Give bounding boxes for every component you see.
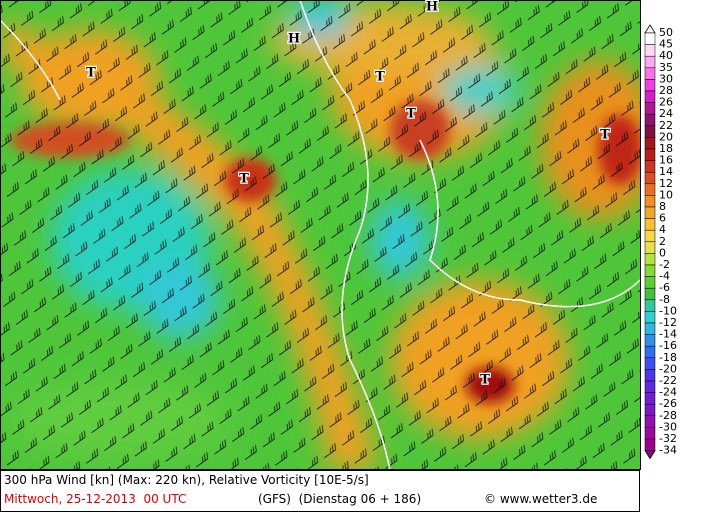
colorbar-cell <box>644 287 656 301</box>
colorbar-label: 14 <box>659 165 673 178</box>
map-label: T <box>406 107 416 122</box>
map-label: H <box>426 0 438 15</box>
colorbar-label: -32 <box>659 432 677 445</box>
colorbar-label: -28 <box>659 409 677 422</box>
colorbar-cell <box>644 195 656 208</box>
colorbar-cell <box>644 438 656 451</box>
colorbar-cell <box>644 67 656 80</box>
colorbar-cell <box>644 125 656 138</box>
colorbar-label: -18 <box>659 351 677 364</box>
colorbar-label: 2 <box>659 235 666 248</box>
colorbar-cell <box>644 44 656 57</box>
map-label: T <box>375 70 385 85</box>
map-frame <box>0 0 641 470</box>
colorbar-cell <box>644 427 656 440</box>
footer-run: (GFS) (Dienstag 06 + 186) <box>258 492 422 506</box>
colorbar-label: -24 <box>659 386 677 399</box>
colorbar-label: -22 <box>659 374 677 387</box>
map-label: T <box>480 373 490 388</box>
colorbar-cell <box>644 171 656 185</box>
colorbar-label: -30 <box>659 420 677 433</box>
colorbar-cell <box>644 369 656 382</box>
colorbar-label: -20 <box>659 362 677 375</box>
footer <box>0 470 640 512</box>
colorbar-cell <box>644 148 656 161</box>
colorbar-label: -4 <box>659 270 670 283</box>
map-label: T <box>600 128 610 143</box>
colorbar-label: 24 <box>659 107 673 120</box>
colorbar-cell <box>644 264 656 277</box>
colorbar-label: 6 <box>659 212 666 225</box>
colorbar-label: -34 <box>659 444 677 457</box>
colorbar-cell <box>644 345 656 359</box>
colorbar-cell <box>644 311 656 324</box>
colorbar-label: -14 <box>659 328 677 341</box>
colorbar-label: 12 <box>659 177 673 190</box>
colorbar-label: 28 <box>659 84 673 97</box>
colorbar-label: -2 <box>659 258 670 271</box>
colorbar-cell <box>644 79 656 92</box>
colorbar-tip <box>644 24 656 34</box>
colorbar-cell <box>644 183 656 196</box>
colorbar-label: 30 <box>659 72 673 85</box>
colorbar-label: -12 <box>659 316 677 329</box>
colorbar-label: 35 <box>659 61 673 74</box>
colorbar-cell <box>644 90 656 103</box>
colorbar-label: -16 <box>659 339 677 352</box>
colorbar-label: 16 <box>659 154 673 167</box>
colorbar-label: -6 <box>659 281 670 294</box>
map-label: H <box>288 32 300 47</box>
colorbar-cell <box>644 392 656 405</box>
colorbar-cell <box>644 322 656 335</box>
colorbar-cell <box>644 299 656 312</box>
colorbar-cell <box>644 229 656 243</box>
map: T H H T T T T T 504540353028262422201816… <box>0 0 677 470</box>
field <box>0 0 640 470</box>
colorbar-cell <box>644 253 656 266</box>
colorbar-cell <box>644 102 656 115</box>
colorbar-cell <box>644 415 656 428</box>
colorbar-label: -10 <box>659 304 677 317</box>
footer-credit: © www.wetter3.de <box>484 492 598 506</box>
colorbar-cell <box>644 160 656 173</box>
colorbar-label: 0 <box>659 246 666 259</box>
map-label: T <box>239 172 249 187</box>
colorbar-label: 10 <box>659 188 673 201</box>
colorbar-label: -26 <box>659 397 677 410</box>
colorbar-label: 50 <box>659 26 673 39</box>
colorbar-label: 40 <box>659 49 673 62</box>
colorbar-label: 20 <box>659 130 673 143</box>
colorbar-cell <box>644 380 656 393</box>
colorbar-label: 4 <box>659 223 666 236</box>
colorbar-label: -8 <box>659 293 670 306</box>
colorbar-cell <box>644 206 656 219</box>
colorbar-label: 18 <box>659 142 673 155</box>
colorbar-cell <box>644 218 656 231</box>
map-label: T <box>86 66 96 81</box>
colorbar-cell <box>644 241 656 254</box>
colorbar-label: 22 <box>659 119 673 132</box>
colorbar-cell <box>644 403 656 417</box>
colorbar-cell <box>644 334 656 347</box>
footer-date: Mittwoch, 25-12-2013 00 UTC <box>4 492 187 506</box>
footer-title: 300 hPa Wind [kn] (Max: 220 kn), Relativ… <box>4 473 369 487</box>
colorbar-cell <box>644 55 656 69</box>
colorbar-cell <box>644 276 656 289</box>
colorbar-cell <box>644 137 656 150</box>
colorbar-label: 26 <box>659 96 673 109</box>
colorbar-cell <box>644 113 656 127</box>
colorbar-label: 45 <box>659 38 673 51</box>
colorbar-tip <box>644 450 656 460</box>
colorbar-label: 8 <box>659 200 666 213</box>
colorbar-cell <box>644 357 656 370</box>
colorbar: 50454035302826242220181614121086420-2-4-… <box>644 24 677 460</box>
colorbar-cell <box>644 32 656 45</box>
